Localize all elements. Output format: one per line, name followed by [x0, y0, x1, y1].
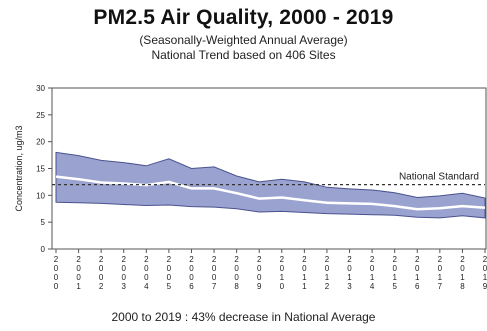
chart-footer-note: 2000 to 2019 : 43% decrease in National …: [111, 310, 376, 324]
y-tick-label: 5: [41, 218, 46, 227]
chart-title: PM2.5 Air Quality, 2000 - 2019: [93, 6, 394, 29]
y-tick-label: 15: [36, 165, 45, 174]
y-tick-label: 0: [41, 245, 46, 254]
y-axis-label: Concentration, ug/m3: [14, 125, 24, 211]
national-average-line: [55, 175, 486, 211]
y-tick-label: 30: [36, 84, 45, 93]
y-tick-label: 25: [36, 111, 45, 120]
national-standard-label: National Standard: [399, 172, 479, 183]
y-tick-label: 10: [36, 191, 45, 200]
chart-subtitle-sites: National Trend based on 406 Sites: [151, 48, 336, 62]
chart-subtitle: (Seasonally-Weighted Annual Average): [139, 33, 348, 47]
y-tick-label: 20: [36, 138, 45, 147]
